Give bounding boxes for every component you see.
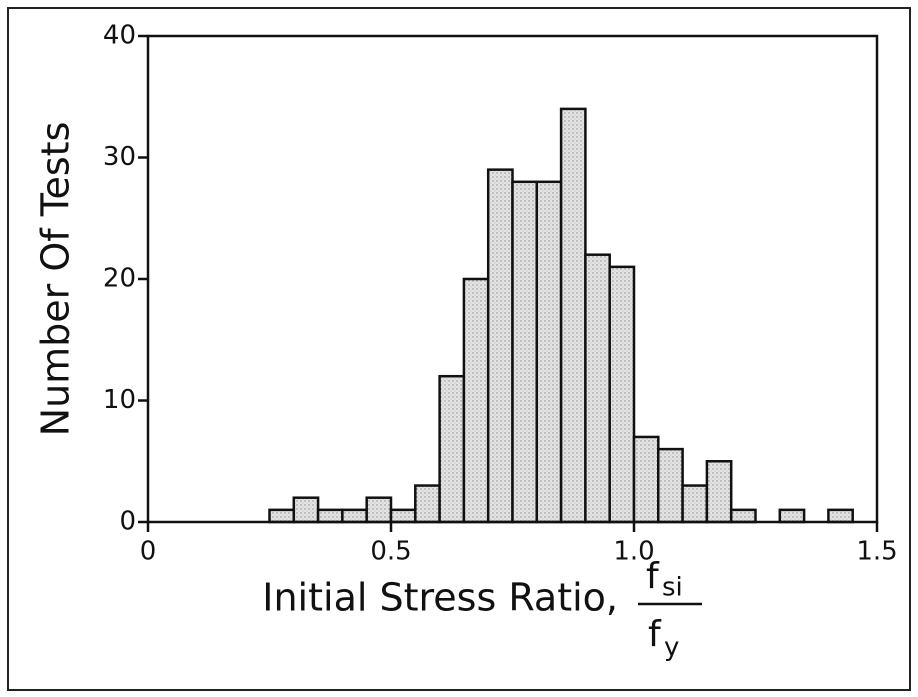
bar: [511, 180, 539, 524]
x-axis-title: Initial Stress Ratio,: [262, 576, 618, 620]
bar: [584, 253, 611, 524]
frame: [7, 7, 911, 691]
x-tick-label: 1.0: [613, 537, 654, 567]
bar: [705, 460, 733, 524]
y-axis-title: Number Of Tests: [34, 122, 78, 437]
y-tick-label: 10: [103, 385, 136, 415]
bar: [316, 508, 344, 524]
bar: [268, 508, 296, 524]
fraction-denominator: f: [648, 614, 662, 655]
bar: [657, 447, 684, 524]
x-tick-label: 1.5: [856, 537, 897, 567]
bar: [778, 508, 806, 524]
bar: [341, 508, 368, 524]
y-tick-label: 20: [103, 264, 136, 294]
bar: [632, 435, 660, 524]
bar: [486, 168, 514, 524]
bar: [559, 107, 587, 524]
y-tick-label: 40: [103, 21, 136, 51]
y-tick-label: 0: [119, 507, 136, 537]
fraction-numerator-sub: si: [662, 573, 683, 603]
bar: [414, 484, 441, 524]
bar: [535, 180, 563, 524]
bar: [365, 496, 393, 524]
bar: [827, 508, 854, 524]
bar: [608, 265, 636, 524]
bar: [462, 277, 490, 524]
x-tick-label: 0: [140, 537, 157, 567]
y-tick-label: 30: [103, 142, 136, 172]
bar: [389, 508, 417, 524]
x-tick-label: 0.5: [370, 537, 411, 567]
bar: [438, 374, 466, 524]
fraction-numerator: f: [646, 556, 660, 597]
bar: [729, 508, 757, 524]
bar: [681, 484, 709, 524]
bar: [292, 496, 320, 524]
fraction-denominator-sub: y: [664, 633, 679, 663]
